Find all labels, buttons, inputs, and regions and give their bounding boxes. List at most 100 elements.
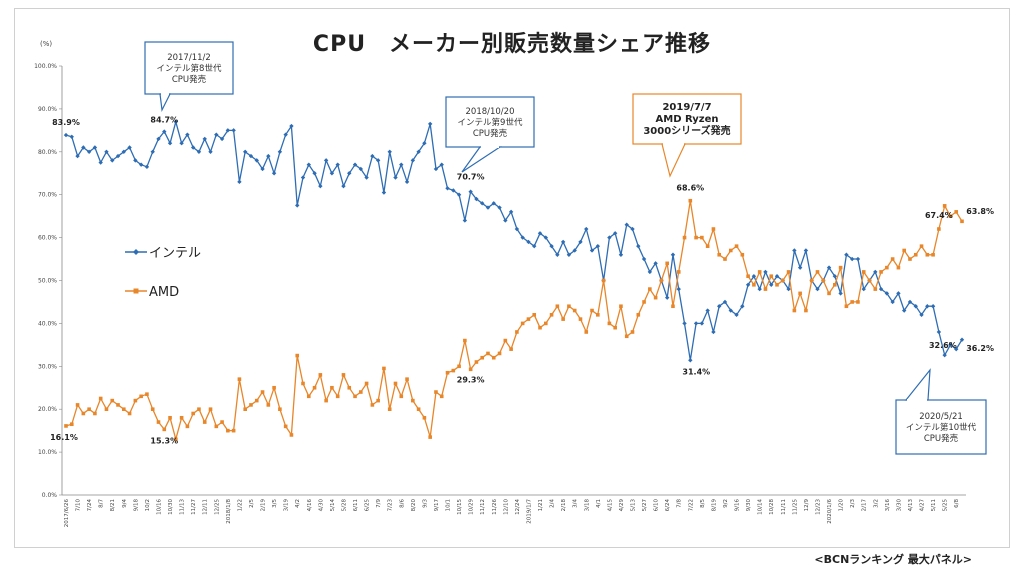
intel-data-point <box>318 183 323 189</box>
x-tick-label: 2017/6/26 <box>64 499 70 528</box>
amd-data-point <box>653 295 658 300</box>
x-tick-label: 8/7 <box>99 499 105 508</box>
amd-data-point <box>150 407 155 411</box>
intel-data-point <box>919 312 924 318</box>
legend-marker <box>133 288 139 294</box>
intel-data-point <box>295 203 300 208</box>
amd-data-point <box>145 392 149 396</box>
intel-data-point <box>277 149 283 154</box>
callout-text: インテル第9世代 <box>458 117 523 128</box>
intel-data-point <box>208 149 213 154</box>
amd-data-point <box>289 433 294 437</box>
intel-data-point <box>624 222 629 227</box>
x-tick-label: 4/29 <box>619 499 625 512</box>
x-tick-label: 12/9 <box>804 499 810 512</box>
x-tick-label: 6/24 <box>665 499 671 512</box>
intel-data-point <box>797 265 803 270</box>
amd-data-point <box>596 313 600 317</box>
intel-data-point <box>410 158 416 163</box>
amd-data-point <box>463 338 467 343</box>
intel-data-point <box>283 132 288 137</box>
data-label: 31.4% <box>682 367 710 376</box>
intel-data-point <box>896 291 901 296</box>
intel-data-point <box>185 132 190 137</box>
intel-data-point <box>115 153 121 159</box>
intel-data-point <box>433 166 439 172</box>
x-tick-label: 4/1 <box>596 499 602 508</box>
amd-data-point <box>254 398 259 403</box>
x-tick-label: 4/16 <box>307 499 313 512</box>
x-tick-label: 9/18 <box>133 499 139 512</box>
data-label: 16.1% <box>50 433 78 442</box>
amd-data-point <box>717 252 722 257</box>
intel-data-point <box>306 162 311 167</box>
intel-data-point <box>774 274 780 279</box>
x-tick-label: 6/11 <box>353 499 359 511</box>
amd-series-line <box>65 200 963 440</box>
intel-data-point <box>901 308 907 313</box>
amd-data-point <box>786 270 791 274</box>
intel-data-point <box>352 162 358 167</box>
amd-data-point <box>503 338 508 343</box>
intel-data-point <box>948 342 953 348</box>
amd-data-point <box>370 403 375 407</box>
x-tick-label: 10/16 <box>156 499 162 515</box>
y-tick-label: 70.0% <box>38 192 57 199</box>
intel-data-point <box>584 226 589 232</box>
amd-data-point <box>197 407 201 411</box>
amd-data-point <box>584 330 589 334</box>
intel-data-point <box>179 141 184 146</box>
amd-data-point <box>515 330 519 334</box>
callout-tail <box>461 146 503 173</box>
x-tick-label: 8/21 <box>110 499 116 511</box>
amd-data-point <box>324 398 328 403</box>
legend-label-intel: インテル <box>149 246 201 261</box>
callout-tail <box>904 368 931 401</box>
intel-data-point <box>86 149 92 154</box>
amd-data-point <box>249 403 253 407</box>
data-label: 68.6% <box>676 184 704 193</box>
data-label: 67.4% <box>925 211 953 220</box>
x-tick-label: 11/26 <box>492 499 498 515</box>
amd-data-point <box>671 304 675 309</box>
amd-data-point <box>561 317 565 321</box>
amd-data-point <box>578 317 583 321</box>
x-tick-label: 7/22 <box>688 499 694 511</box>
amd-data-point <box>318 373 323 377</box>
intel-data-point <box>508 209 514 215</box>
amd-data-point <box>335 394 340 399</box>
x-tick-label: 2/19 <box>261 499 267 512</box>
amd-data-point <box>231 428 236 433</box>
x-tick-label: 2/3 <box>850 499 856 508</box>
x-tick-label: 3/30 <box>896 499 902 512</box>
amd-data-point <box>64 424 68 428</box>
amd-data-point <box>416 407 421 411</box>
amd-data-point <box>775 282 779 287</box>
intel-data-point <box>855 256 861 262</box>
amd-data-point <box>890 257 895 261</box>
y-tick-label: 40.0% <box>38 320 57 327</box>
x-tick-label: 5/11 <box>931 499 937 511</box>
intel-data-point <box>786 286 791 292</box>
intel-data-point <box>110 158 115 163</box>
intel-data-point <box>422 141 427 146</box>
x-tick-label: 7/24 <box>87 499 93 512</box>
amd-data-point <box>630 330 635 334</box>
amd-data-point <box>619 304 623 309</box>
x-tick-label: 3/18 <box>584 499 590 512</box>
x-tick-label: 3/19 <box>284 499 290 512</box>
intel-data-point <box>451 188 456 193</box>
intel-data-point <box>341 183 346 189</box>
x-tick-label: 2/17 <box>862 499 868 512</box>
intel-data-point <box>439 162 444 167</box>
amd-data-point <box>659 278 664 283</box>
intel-data-point <box>861 286 866 292</box>
x-tick-label: 10/1 <box>446 499 452 511</box>
chart-title: CPU メーカー別販売数量シェア推移 <box>312 32 712 57</box>
intel-data-point <box>942 352 947 358</box>
intel-data-point <box>595 243 601 249</box>
x-tick-label: 4/30 <box>318 499 324 512</box>
intel-data-point <box>248 153 254 159</box>
intel-data-point <box>289 123 294 129</box>
intel-data-point <box>959 337 965 342</box>
